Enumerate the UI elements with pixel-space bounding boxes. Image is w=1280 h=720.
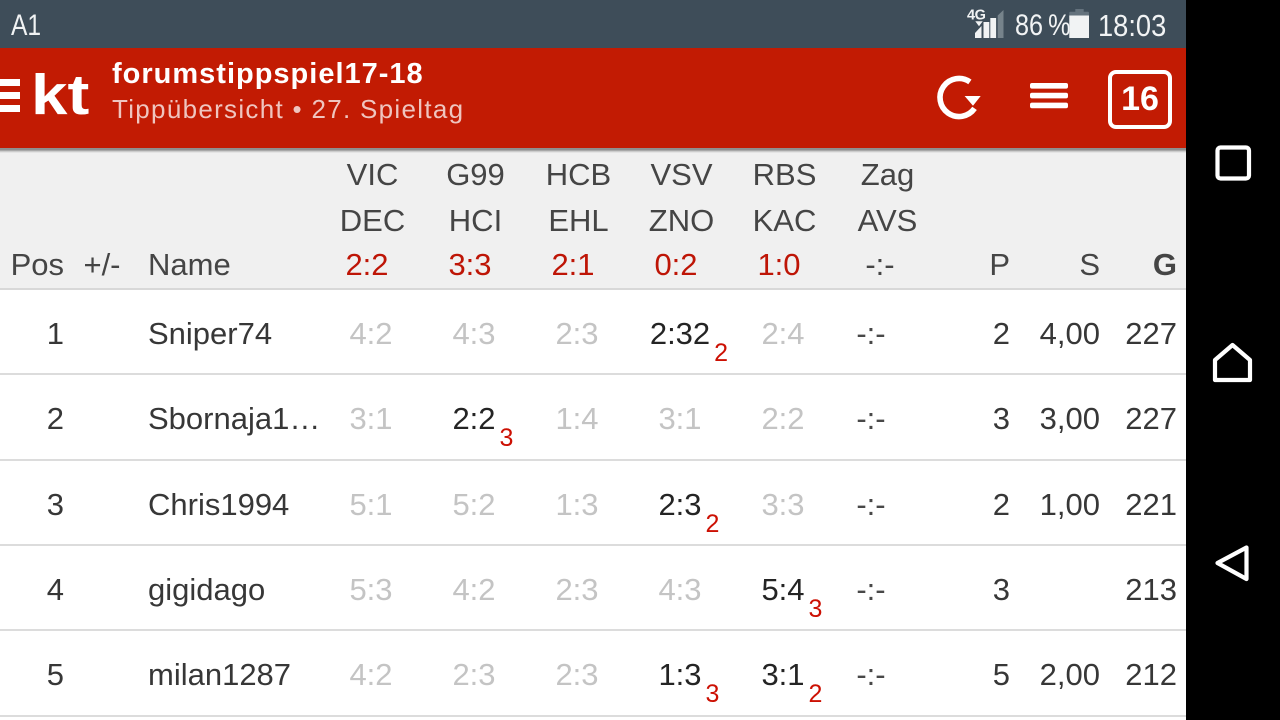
svg-text:4G: 4G [967, 8, 986, 24]
